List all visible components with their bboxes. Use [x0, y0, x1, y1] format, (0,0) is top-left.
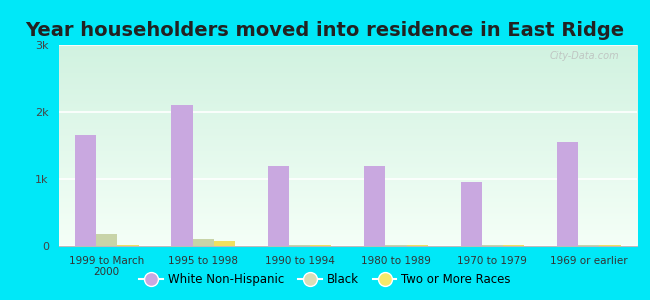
- Bar: [117, 245, 138, 246]
- Bar: [310, 245, 332, 246]
- Bar: [192, 239, 214, 246]
- Legend: White Non-Hispanic, Black, Two or More Races: White Non-Hispanic, Black, Two or More R…: [135, 269, 515, 291]
- Bar: [406, 245, 428, 246]
- Bar: [364, 166, 385, 246]
- Bar: [503, 245, 524, 246]
- Bar: [482, 245, 503, 246]
- Bar: [599, 245, 621, 246]
- Bar: [557, 142, 578, 246]
- Bar: [172, 105, 192, 246]
- Text: City-Data.com: City-Data.com: [550, 51, 619, 61]
- Bar: [289, 245, 310, 246]
- Text: Year householders moved into residence in East Ridge: Year householders moved into residence i…: [25, 21, 625, 40]
- Bar: [385, 245, 406, 246]
- Bar: [461, 182, 482, 246]
- Bar: [268, 166, 289, 246]
- Bar: [75, 135, 96, 246]
- Bar: [214, 241, 235, 246]
- Bar: [578, 245, 599, 246]
- Bar: [96, 234, 117, 246]
